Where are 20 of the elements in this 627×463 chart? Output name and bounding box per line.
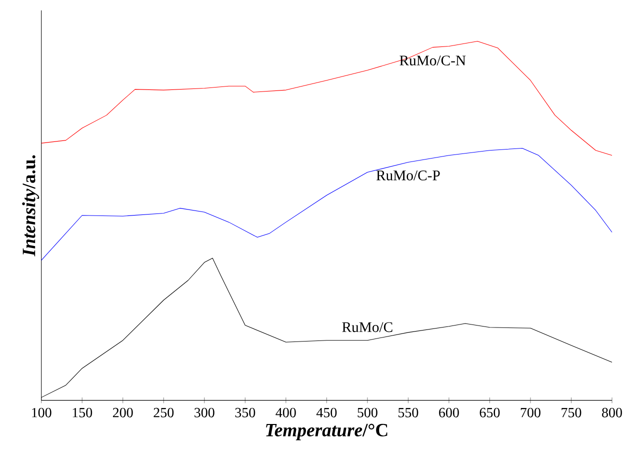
x-tick-label: 600 (439, 408, 459, 418)
x-tick-label: 200 (112, 408, 133, 418)
y-axis-title: Intensity/a.u. (22, 155, 40, 256)
x-tick-label: 300 (194, 408, 214, 418)
x-tick-label: 150 (72, 408, 92, 418)
series-label: RuMo/C (342, 322, 392, 332)
x-axis-title: Temperature/°C (266, 424, 388, 440)
x-tick-label: 450 (316, 408, 337, 418)
series-label: RuMo/C-N (400, 56, 466, 66)
x-tick-label: 250 (154, 408, 174, 418)
x-tick-label: 550 (398, 408, 418, 418)
x-tick-label: 750 (562, 408, 582, 418)
x-tick-label: 700 (520, 408, 540, 418)
x-tick-label: 350 (235, 408, 256, 418)
x-tick-label: 100 (32, 408, 52, 418)
x-tick-label: 800 (602, 408, 622, 418)
x-tick-label: 650 (480, 408, 500, 418)
x-tick-label: 400 (276, 408, 296, 418)
x-tick-label: 500 (358, 408, 378, 418)
series-label: RuMo/C-P (376, 170, 440, 180)
